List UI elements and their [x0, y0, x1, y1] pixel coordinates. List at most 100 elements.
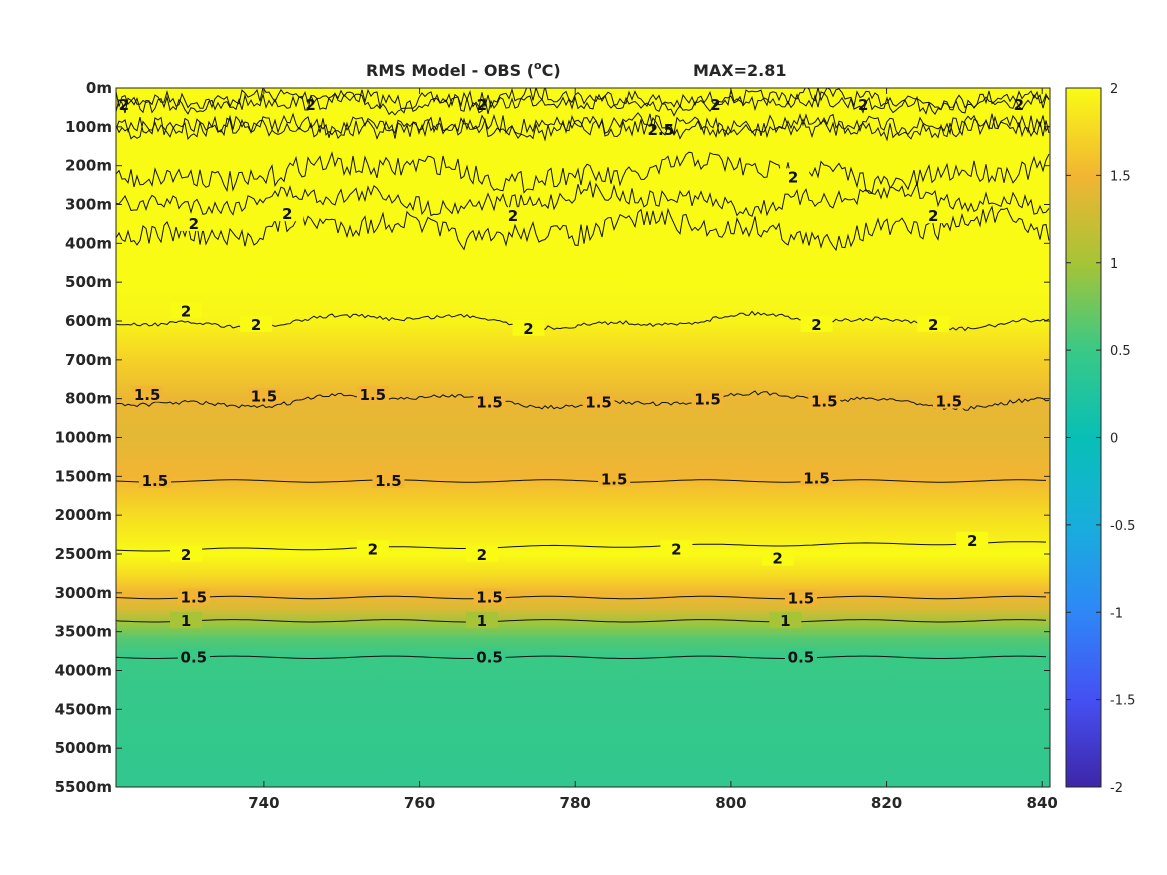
contour-label-backdrop — [800, 315, 833, 332]
colorbar-tick-label: 0.5 — [1110, 344, 1131, 359]
contour-label: 1.5 — [251, 388, 278, 406]
contour-label: 2 — [928, 207, 938, 225]
contour-label-backdrop — [777, 168, 810, 185]
heatmap-field — [116, 88, 1050, 787]
contour-line — [116, 115, 1050, 142]
contour-label: 0.5 — [788, 648, 815, 666]
colorbar: 2 1.5 1 0.5 0 -0.5 -1 -1.5 -2 — [1065, 82, 1135, 796]
contour-line — [116, 112, 1050, 137]
contour-label: 2 — [282, 205, 292, 223]
y-tick-label: 300m — [65, 196, 112, 214]
contour-label-backdrop — [496, 207, 529, 224]
contour-label-backdrop — [473, 648, 506, 665]
x-tick-label: 760 — [404, 794, 435, 812]
contour-label: 1.5 — [585, 394, 612, 412]
contour-label-backdrop — [808, 392, 841, 409]
contour-label-backdrop — [356, 540, 389, 557]
contour-label: 2 — [477, 96, 487, 114]
contour-label-backdrop — [177, 588, 210, 605]
contour-label: 1.5 — [181, 588, 208, 606]
contour-label-backdrop — [170, 611, 203, 628]
contour-label: 1.5 — [476, 394, 503, 412]
contour-label-backdrop — [512, 319, 545, 336]
contour-label: 2 — [772, 550, 782, 568]
contour-label: 2 — [671, 540, 681, 558]
contour-line — [116, 390, 1050, 411]
contour-label-backdrop — [598, 470, 631, 487]
contour-label: 2 — [305, 96, 315, 114]
x-tick-label: 800 — [715, 794, 746, 812]
y-tick-label: 800m — [65, 390, 112, 408]
contour-label-backdrop — [784, 589, 817, 606]
colorbar-gradient — [1065, 87, 1102, 788]
x-axis: 740 760 780 800 820 840 — [248, 88, 1058, 812]
colorbar-tick-label: -2 — [1110, 781, 1123, 796]
colorbar-tick-label: -1.5 — [1110, 694, 1135, 709]
contour-line — [116, 655, 1047, 659]
contour-label-backdrop — [240, 315, 273, 332]
contour-line — [116, 179, 1050, 217]
plot-area: 2 2 2 2 2 2 2 2 2 2 1.5 1.5 1.5 1.5 1.5 1.5 1.5 1.5 1.5 1.5… — [115, 87, 1051, 788]
contour-label-backdrop — [582, 393, 615, 410]
y-tick-label: 2000m — [55, 506, 112, 524]
contour-label-backdrop — [177, 214, 210, 231]
contour-label-backdrop — [917, 315, 950, 332]
y-tick-label: 2500m — [55, 545, 112, 563]
contour-label-backdrop — [247, 387, 280, 404]
y-tick-label: 3500m — [55, 623, 112, 641]
contour-line — [116, 205, 1050, 252]
colorbar-tick-label: 1 — [1110, 257, 1118, 272]
contour-label-backdrop — [465, 611, 498, 628]
contour-label: 1.5 — [803, 470, 830, 488]
y-tick-label: 0m — [86, 79, 112, 97]
contour-label: 2.5 — [648, 121, 675, 139]
y-tick-label: 200m — [65, 157, 112, 175]
contour-label: 2 — [1014, 96, 1024, 114]
contour-label: 2 — [811, 316, 821, 334]
contour-label-backdrop — [271, 205, 304, 222]
contour-line — [116, 619, 1047, 623]
colorbar-ticks: 2 1.5 1 0.5 0 -0.5 -1 -1.5 -2 — [1066, 82, 1135, 796]
y-tick-label: 700m — [65, 351, 112, 369]
contour-label: 2 — [181, 302, 191, 320]
y-tick-label: 3000m — [55, 584, 112, 602]
contour-label: 1.5 — [134, 386, 161, 404]
y-tick-label: 4000m — [55, 662, 112, 680]
contour-label: 1 — [181, 612, 191, 630]
contour-label: 1.5 — [601, 470, 628, 488]
contour-label: 1.5 — [936, 393, 963, 411]
x-tick-label: 740 — [248, 794, 279, 812]
contour-label: 2 — [189, 215, 199, 233]
contour-line — [116, 91, 1050, 117]
contour-label-backdrop — [170, 302, 203, 319]
y-axis: 0m 100m 200m 300m 400m 500m 600m 700m 800m 1000m 1… — [55, 79, 1050, 796]
x-tick-label: 780 — [560, 794, 591, 812]
contour-label-backdrop — [932, 392, 965, 409]
contour-label: 2 — [858, 96, 868, 114]
contour-label-backdrop — [691, 390, 724, 407]
y-tick-label: 5000m — [55, 739, 112, 757]
contour-label-backdrop — [769, 611, 802, 628]
contour-label-backdrop — [660, 540, 693, 557]
contour-label-layer: 2 2 2 2 2 2 2 2 2 2 1.5 1.5 1.5 1.5 1.5 1.5 1.5 1.5 1.5 1.5… — [119, 96, 1025, 666]
max-value-label: MAX=2.81 — [693, 61, 787, 80]
contour-label-backdrop — [372, 471, 405, 488]
contour-label: 1.5 — [360, 386, 387, 404]
y-tick-label: 1000m — [55, 429, 112, 447]
contour-line — [116, 88, 1050, 111]
contour-label: 1.5 — [788, 589, 815, 607]
contour-label-backdrop — [800, 469, 833, 486]
contour-layer — [116, 88, 1050, 659]
contour-label: 1.5 — [375, 472, 402, 490]
contour-label: 1.5 — [811, 393, 838, 411]
contour-label: 1 — [780, 612, 790, 630]
contour-line — [116, 595, 1047, 600]
colorbar-tick-label: 0 — [1110, 432, 1118, 447]
contour-label-backdrop — [784, 648, 817, 665]
contour-label: 2 — [368, 540, 378, 558]
colorbar-tick-label: 1.5 — [1110, 169, 1131, 184]
contour-label: 2 — [788, 168, 798, 186]
colorbar-tick-label: -0.5 — [1110, 519, 1135, 534]
contour-label: 1.5 — [142, 472, 169, 490]
